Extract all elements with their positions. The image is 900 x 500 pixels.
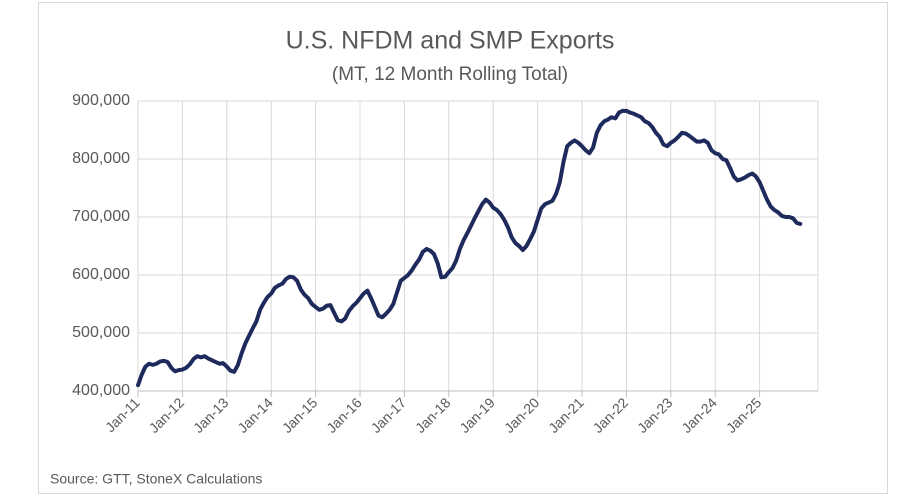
y-tick-label: 900,000 xyxy=(72,92,130,109)
y-tick-label: 500,000 xyxy=(72,324,130,341)
y-tick-label: 400,000 xyxy=(72,382,130,399)
y-tick-label: 800,000 xyxy=(72,150,130,167)
chart-title: U.S. NFDM and SMP Exports xyxy=(286,27,615,55)
data-line xyxy=(136,108,803,388)
y-tick-label: 700,000 xyxy=(72,208,130,225)
chart-subtitle: (MT, 12 Month Rolling Total) xyxy=(332,64,568,85)
chart-frame xyxy=(38,2,888,494)
y-tick-label: 600,000 xyxy=(72,266,130,283)
source-note: Source: GTT, StoneX Calculations xyxy=(50,471,262,487)
